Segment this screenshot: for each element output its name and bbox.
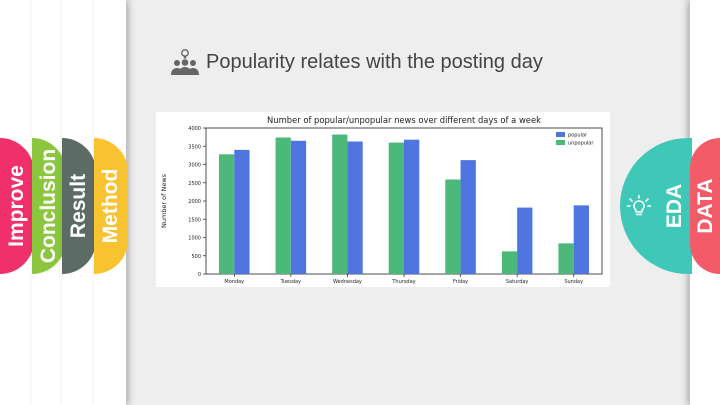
x-tick-label: Monday (224, 279, 244, 285)
y-tick-label: 3500 (188, 144, 201, 150)
x-tick-label: Sunday (564, 279, 583, 285)
lightbulb-icon (626, 194, 652, 216)
x-tick-label: Tuesday (280, 279, 301, 285)
panel-improve: Improve (0, 0, 34, 405)
chart-container: Number of popular/unpopular news over di… (156, 112, 610, 287)
y-tick-label: 4000 (188, 126, 201, 132)
bar-popular-saturday (517, 207, 533, 274)
x-tick-label: Wednesday (333, 279, 362, 285)
tab-data[interactable]: DATA (690, 138, 720, 274)
slide-title: Popularity relates with the posting day (206, 50, 543, 73)
legend-swatch-popular (556, 132, 565, 137)
bar-unpopular-saturday (501, 251, 518, 274)
y-axis-label: Number of News (160, 173, 168, 228)
bar-popular-monday (234, 149, 250, 274)
y-tick-label: 3000 (188, 163, 201, 169)
tab-result[interactable]: Result (62, 138, 96, 274)
y-tick-label: 2000 (188, 199, 201, 205)
bar-popular-wednesday (347, 141, 363, 274)
bar-unpopular-sunday (558, 243, 574, 274)
x-tick-label: Saturday (506, 279, 529, 285)
y-tick-label: 500 (191, 254, 201, 260)
bar-unpopular-thursday (388, 142, 404, 274)
y-tick-label: 0 (198, 272, 201, 278)
bar-popular-friday (460, 160, 476, 274)
tab-eda-label: EDA (663, 183, 686, 229)
bar-popular-tuesday (290, 140, 307, 274)
panel-conclusion: Conclusion (0, 0, 66, 405)
x-tick-label: Friday (453, 279, 468, 285)
tab-improve[interactable]: Improve (0, 138, 34, 274)
bar-popular-thursday (404, 139, 420, 274)
bar-unpopular-friday (445, 179, 461, 274)
slide-title-row: Popularity relates with the posting day (170, 48, 543, 76)
legend-label-unpopular: unpopular (568, 141, 594, 147)
tab-method-label: Method (99, 168, 122, 244)
y-tick-label: 1000 (188, 236, 201, 242)
tab-eda[interactable]: EDA (620, 138, 692, 274)
chart-title: Number of popular/unpopular news over di… (267, 115, 541, 125)
x-tick-label: Thursday (391, 279, 415, 285)
y-tick-label: 1500 (188, 217, 201, 223)
legend-label-popular: popular (568, 133, 588, 139)
tab-method[interactable]: Method (94, 138, 128, 274)
bar-chart: Number of popular/unpopular news over di… (160, 115, 603, 285)
y-tick-label: 2500 (188, 181, 201, 187)
tab-data-label: DATA (694, 178, 717, 234)
tab-conclusion[interactable]: Conclusion (32, 138, 66, 274)
panel-method: Method (0, 0, 128, 405)
legend-swatch-unpopular (556, 140, 565, 145)
bar-unpopular-monday (219, 154, 235, 274)
bar-popular-sunday (573, 205, 589, 274)
bar-unpopular-wednesday (332, 134, 348, 274)
panel-result: Result (0, 0, 96, 405)
bar-unpopular-tuesday (275, 137, 291, 274)
user-group-idea-icon (171, 49, 199, 75)
